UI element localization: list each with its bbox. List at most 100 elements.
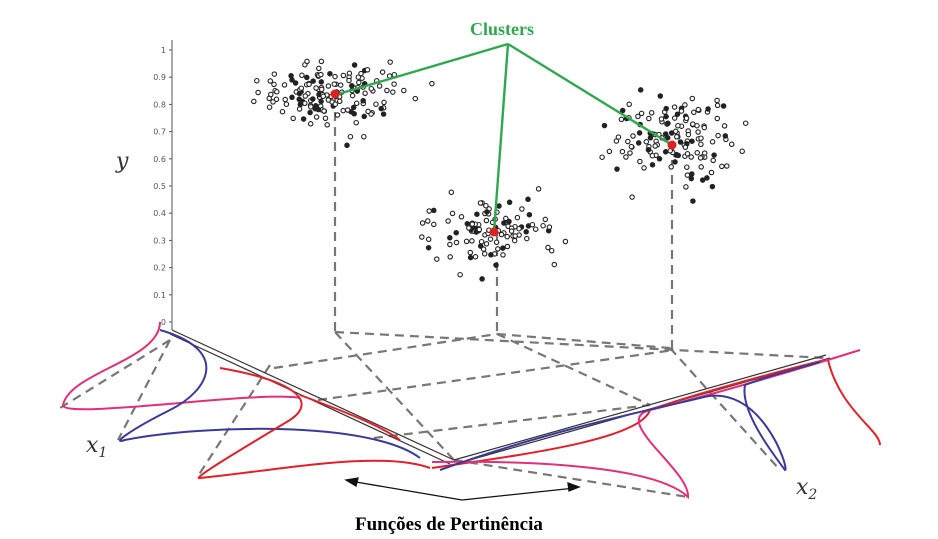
data-point [401, 87, 407, 94]
data-point [353, 100, 360, 107]
data-point [412, 95, 419, 102]
data-point [318, 79, 325, 85]
data-point [523, 229, 529, 235]
data-point [458, 214, 465, 220]
data-point [601, 122, 608, 129]
x2-axis-sub: 2 [807, 487, 817, 503]
data-point [548, 247, 555, 254]
data-point [483, 202, 489, 209]
data-point [358, 70, 364, 77]
data-point [646, 115, 652, 122]
data-point [688, 175, 695, 182]
membership-functions-x1 [61, 321, 431, 479]
data-point [724, 163, 730, 169]
data-point [519, 206, 525, 212]
data-point [254, 77, 260, 84]
data-point [318, 58, 325, 65]
data-point [672, 159, 678, 165]
data-point [628, 143, 635, 150]
data-point [689, 138, 695, 144]
data-point [464, 220, 471, 227]
data-point [635, 140, 642, 146]
data-point [347, 133, 354, 140]
data-point [508, 228, 515, 234]
data-point [495, 246, 501, 252]
data-point [675, 152, 682, 159]
data-point [678, 108, 685, 114]
data-point [506, 199, 513, 206]
data-point [658, 116, 665, 122]
data-point [425, 218, 431, 224]
data-point [709, 139, 716, 145]
data-point [318, 98, 324, 105]
membership-functions-x2 [431, 349, 881, 500]
data-point [714, 102, 721, 109]
cluster-1-points [251, 58, 435, 149]
data-point [426, 208, 432, 214]
data-point [695, 129, 701, 135]
data-point [356, 79, 362, 86]
data-point [349, 92, 356, 99]
data-point [525, 196, 531, 203]
data-point [701, 124, 708, 131]
data-point [684, 164, 690, 170]
data-point [425, 244, 432, 251]
data-point [514, 214, 521, 221]
data-point [469, 238, 475, 244]
data-point [453, 229, 459, 236]
data-point [296, 106, 303, 112]
data-point [474, 211, 480, 217]
data-point [690, 198, 696, 204]
data-point [626, 101, 632, 108]
data-point [526, 211, 533, 218]
data-point [271, 81, 277, 88]
data-point [524, 235, 530, 242]
y-tick-label: 0.6 [153, 155, 166, 164]
data-point [324, 122, 330, 128]
data-point [279, 108, 286, 115]
y-tick-label: 0.1 [153, 291, 166, 300]
data-point [540, 222, 546, 229]
data-point [648, 110, 655, 116]
data-point [419, 220, 426, 226]
data-point [630, 133, 636, 139]
data-point [304, 58, 310, 65]
data-point [662, 131, 669, 137]
data-point [503, 215, 509, 222]
data-point [674, 111, 681, 117]
data-point [649, 162, 656, 168]
data-point [649, 152, 656, 159]
data-point [623, 154, 629, 160]
data-point [637, 158, 643, 165]
data-point [349, 82, 355, 89]
caption: Funções de Pertinência [355, 514, 543, 535]
data-point [274, 89, 280, 95]
data-point [307, 109, 313, 116]
data-point [384, 87, 390, 94]
y-tick-label: 1 [161, 46, 166, 55]
data-point [381, 99, 387, 106]
data-point [322, 115, 329, 122]
data-point [719, 163, 725, 170]
mf-x1-red-tail [299, 394, 401, 441]
data-point [346, 77, 352, 84]
data-point [618, 116, 625, 123]
data-point [365, 108, 371, 115]
y-tick-label: 0.8 [153, 100, 166, 109]
data-point [641, 165, 647, 171]
y-axis-ticks: 1 0.9 0.8 0.7 0.6 0.5 0.4 0.3 0.2 0.1 0 [153, 46, 172, 327]
data-point [625, 138, 631, 145]
data-point [619, 107, 626, 114]
data-point [266, 95, 272, 102]
data-point [325, 83, 332, 89]
data-point [714, 115, 721, 122]
data-point [364, 67, 371, 73]
data-point [361, 133, 367, 140]
data-point [647, 135, 654, 141]
data-point [722, 133, 729, 139]
data-point [296, 90, 303, 97]
data-point [318, 71, 324, 78]
y-tick-label: 0 [161, 318, 166, 327]
data-point [511, 237, 518, 244]
data-point [496, 203, 502, 209]
